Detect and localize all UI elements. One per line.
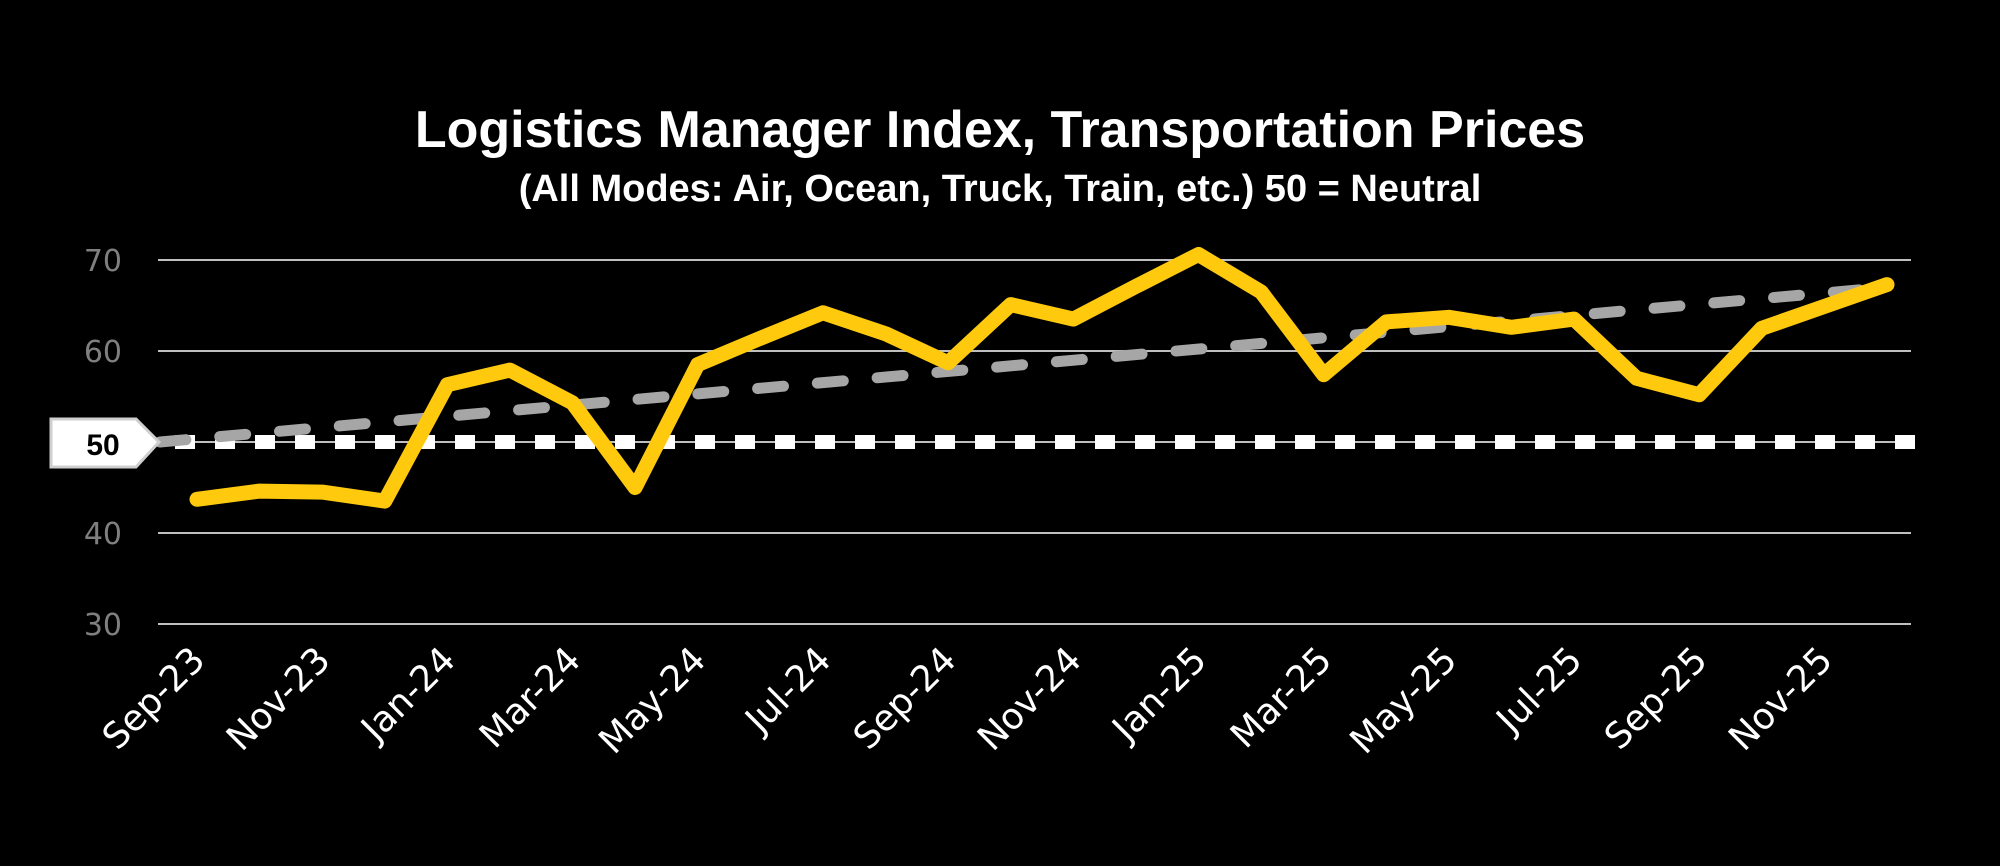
neutral-dot — [1495, 435, 1515, 449]
x-tick-label: May-25 — [1342, 639, 1465, 762]
neutral-dot — [855, 435, 875, 449]
y-tick-label: 70 — [84, 244, 122, 279]
neutral-dot — [1135, 435, 1155, 449]
x-tick-label: Jan-24 — [353, 639, 464, 750]
y-tick-label: 30 — [84, 608, 122, 643]
neutral-dot — [1655, 435, 1675, 449]
neutral-dot — [815, 435, 835, 449]
trend-line — [154, 281, 1894, 448]
neutral-dot — [1855, 435, 1875, 449]
y-axis-labels: 30 40 60 70 — [84, 244, 122, 643]
neutral-dot — [1095, 435, 1115, 449]
neutral-dot — [1615, 435, 1635, 449]
x-tick-label: Jan-25 — [1104, 639, 1215, 750]
neutral-dot — [1175, 435, 1195, 449]
neutral-dot — [1295, 435, 1315, 449]
neutral-dot — [295, 435, 315, 449]
neutral-dot — [1415, 435, 1435, 449]
y-tick-label: 40 — [84, 517, 122, 552]
chart-subtitle: (All Modes: Air, Ocean, Truck, Train, et… — [518, 168, 1482, 210]
neutral-dot — [1215, 435, 1235, 449]
neutral-dot — [1375, 435, 1395, 449]
x-tick-label: Sep-25 — [1597, 639, 1716, 758]
neutral-dot — [775, 435, 795, 449]
neutral-dot — [1895, 435, 1915, 449]
x-tick-label: Jul-24 — [737, 639, 840, 742]
neutral-dot — [1335, 435, 1355, 449]
neutral-dot — [975, 435, 995, 449]
x-tick-label: Mar-24 — [472, 639, 589, 756]
y-tick-label: 60 — [84, 335, 122, 370]
neutral-dot — [1055, 435, 1075, 449]
chart-title: Logistics Manager Index, Transportation … — [414, 101, 1586, 159]
neutral-dot — [1775, 435, 1795, 449]
trend-dashed-line — [154, 281, 1894, 448]
x-tick-label: Sep-23 — [95, 639, 214, 758]
neutral-dot — [455, 435, 475, 449]
neutral-dot — [1535, 435, 1555, 449]
x-tick-label: Jul-25 — [1488, 639, 1591, 742]
data-series-line — [189, 247, 1895, 509]
neutral-line — [175, 435, 1915, 449]
x-tick-label: Nov-25 — [1721, 639, 1841, 759]
neutral-dot — [1815, 435, 1835, 449]
neutral-callout-label: 50 — [49, 417, 162, 469]
x-tick-label: Mar-25 — [1223, 639, 1340, 756]
neutral-dot — [1015, 435, 1035, 449]
neutral-dot — [735, 435, 755, 449]
neutral-dot — [255, 435, 275, 449]
x-tick-label: Nov-24 — [970, 639, 1090, 759]
neutral-dot — [1575, 435, 1595, 449]
neutral-dot — [1455, 435, 1475, 449]
neutral-dot — [1735, 435, 1755, 449]
neutral-dot — [615, 435, 635, 449]
neutral-dot — [695, 435, 715, 449]
neutral-dot — [335, 435, 355, 449]
neutral-label-text: 50 — [86, 429, 119, 462]
transportation-prices-line — [189, 247, 1895, 509]
neutral-dot — [895, 435, 915, 449]
neutral-dot — [1695, 435, 1715, 449]
neutral-dot — [375, 435, 395, 449]
x-tick-label: Sep-24 — [846, 639, 965, 758]
x-axis-labels: Sep-23 Nov-23 Jan-24 Mar-24 May-24 Jul-24 Sep-… — [95, 639, 1841, 762]
neutral-dot — [495, 435, 515, 449]
neutral-dot — [935, 435, 955, 449]
neutral-dot — [1255, 435, 1275, 449]
x-tick-label: Nov-23 — [219, 639, 339, 759]
x-tick-label: May-24 — [591, 639, 714, 762]
neutral-dot — [535, 435, 555, 449]
